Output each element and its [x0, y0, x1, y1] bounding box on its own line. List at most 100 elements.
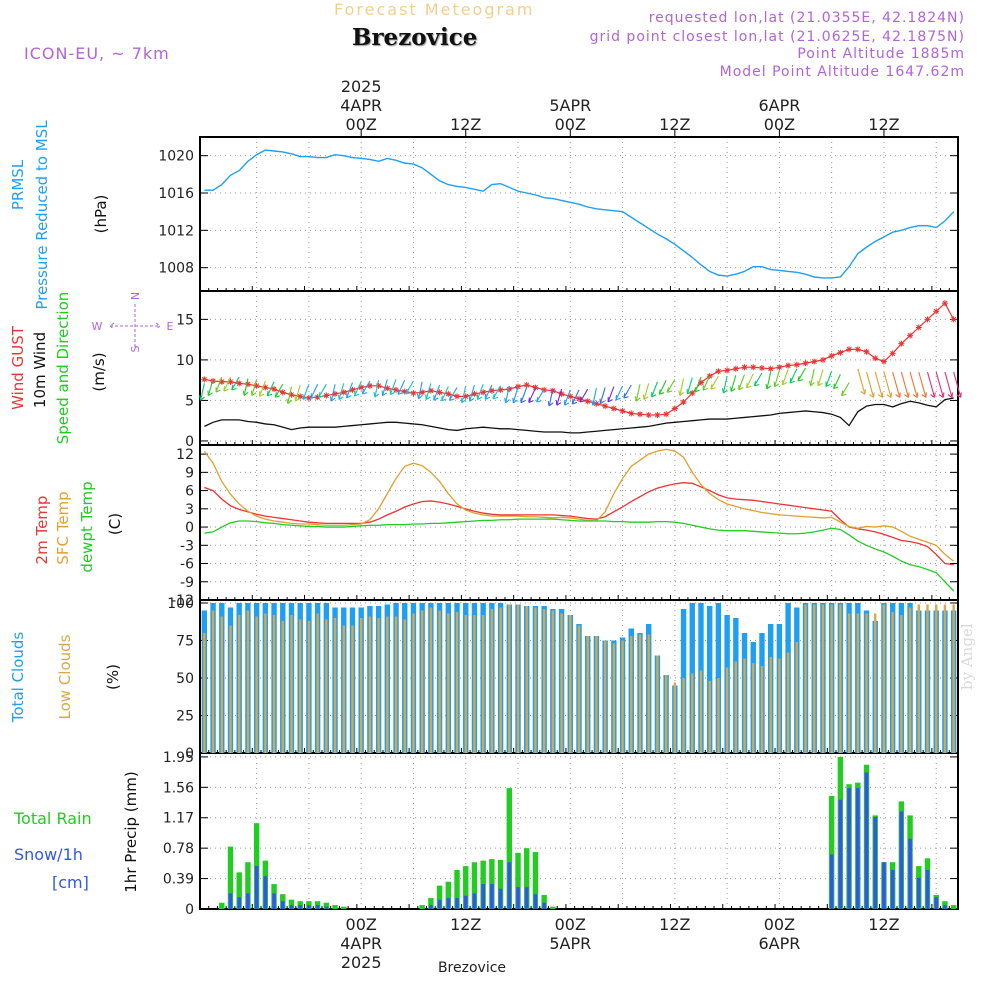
- y-tick-label: 1.95: [163, 750, 194, 766]
- wind-direction-arrow: [425, 383, 432, 400]
- wind-direction-arrow: [833, 374, 841, 389]
- gust-marker: [384, 385, 391, 392]
- footer-place: Brezovice: [438, 960, 506, 976]
- wind-direction-arrow: [944, 371, 953, 398]
- gust-marker: [645, 412, 652, 419]
- low-cloud-bar: [682, 678, 685, 753]
- snow-unit-label: [cm]: [52, 873, 89, 892]
- snow-bar: [263, 876, 268, 909]
- low-cloud-bar: [220, 616, 223, 753]
- wind-direction-arrowhead: [441, 395, 447, 402]
- rain-bar: [436, 885, 443, 909]
- wind-direction-arrowhead: [207, 390, 213, 396]
- wind-direction-arrow: [753, 372, 763, 387]
- wind-direction-arrowhead: [956, 392, 962, 398]
- bottom-time-label: 12Z: [868, 915, 899, 934]
- wind-direction-arrow: [294, 384, 301, 402]
- snow-bar: [254, 866, 259, 909]
- wind-direction-arrow: [900, 371, 909, 398]
- wind-direction-arrow: [883, 371, 892, 398]
- gust-marker: [427, 387, 434, 394]
- gust-marker: [297, 393, 304, 400]
- snow-bar: [315, 905, 320, 909]
- wind-direction-label: Speed and Direction: [54, 292, 72, 445]
- wind-direction-arrowhead: [686, 388, 693, 395]
- wind-direction-arrow: [382, 379, 388, 396]
- low-cloud-bar: [664, 675, 668, 753]
- low-cloud-bar: [246, 610, 250, 753]
- low-cloud-bar: [420, 610, 424, 753]
- gust-marker: [724, 367, 731, 374]
- gust-marker: [671, 405, 678, 412]
- rain-bar: [506, 788, 512, 909]
- wind-direction-arrowhead: [294, 396, 300, 402]
- low-cloud-bar: [377, 618, 380, 753]
- snow-bar: [237, 897, 242, 909]
- wind-direction-arrow: [592, 388, 597, 406]
- sfc-temp-label: SFC Temp: [54, 491, 72, 564]
- snow-bar: [463, 895, 468, 909]
- wind-direction-arrowhead: [599, 398, 605, 405]
- gust-marker: [811, 358, 818, 365]
- snow-bar: [481, 884, 485, 909]
- wind-direction-arrow: [841, 382, 850, 396]
- wind-direction-arrow: [607, 386, 615, 403]
- rain-bar: [236, 872, 242, 909]
- chart-title: Forecast Meteogram: [334, 0, 535, 19]
- gust-marker: [445, 390, 452, 397]
- low-cloud-bar: [211, 610, 215, 753]
- wind-direction-arrow: [599, 387, 606, 404]
- gust-marker: [410, 390, 417, 397]
- rain-bar: [445, 881, 452, 909]
- wind-direction-arrow: [449, 387, 458, 401]
- wind-direction-arrowhead: [492, 393, 499, 400]
- low-cloud-bar: [656, 655, 659, 753]
- wind-direction-arrow: [259, 380, 266, 397]
- wind-direction-arrow: [615, 385, 624, 401]
- rain-bar: [550, 906, 556, 909]
- wind-direction-arrowhead: [425, 394, 431, 401]
- wind-direction-arrow: [231, 376, 240, 391]
- wind-direction-arrowhead: [389, 389, 396, 396]
- top-time-label: 5APR: [549, 96, 591, 115]
- wind-direction-arrowhead: [231, 384, 237, 391]
- low-cloud-bar: [359, 618, 363, 753]
- snow-bar: [280, 901, 285, 909]
- wind-direction-arrowhead: [666, 387, 673, 393]
- y-tick-label: 1020: [158, 149, 194, 165]
- gust-marker: [305, 394, 312, 401]
- wind-direction-arrowhead: [250, 390, 257, 396]
- snow-bar: [246, 893, 250, 909]
- wind-direction-arrowhead: [242, 390, 249, 396]
- low-cloud-bar: [691, 673, 694, 753]
- low-cloud-bar: [621, 640, 624, 753]
- low-cloud-bar: [647, 634, 650, 753]
- total-clouds-label: Total Clouds: [9, 632, 27, 724]
- snow-bar: [490, 884, 494, 909]
- wind-direction-arrow: [651, 381, 658, 398]
- rain-bar: [341, 906, 347, 909]
- wind-direction-arrowhead: [512, 397, 518, 404]
- wind-direction-arrowhead: [721, 388, 728, 394]
- low-cloud-bar: [830, 604, 833, 753]
- rain-bar: [497, 859, 504, 909]
- wind-direction-arrowhead: [302, 394, 308, 400]
- requested-coordinates: requested lon,lat (21.0355E, 42.1824N): [648, 10, 965, 26]
- snow-legend-label: Snow/1h: [14, 845, 83, 864]
- gust-marker: [785, 362, 792, 369]
- wind-direction-arrowhead: [615, 394, 621, 401]
- snow-bar: [934, 897, 939, 909]
- low-cloud-bar: [708, 681, 711, 753]
- wind-direction-arrow: [810, 368, 815, 386]
- top-time-label: 2025: [341, 77, 382, 96]
- y-tick-label: -6: [180, 557, 194, 573]
- wind-direction-arrowhead: [381, 390, 388, 396]
- rain-bar: [524, 848, 530, 909]
- wind-direction-arrowhead: [746, 382, 752, 389]
- low-cloud-bar: [281, 621, 284, 753]
- wind-direction-arrow: [505, 385, 510, 403]
- snow-bar: [324, 906, 329, 909]
- panel-frame: [199, 752, 959, 910]
- gust-marker: [593, 400, 600, 407]
- gust-marker: [706, 373, 713, 380]
